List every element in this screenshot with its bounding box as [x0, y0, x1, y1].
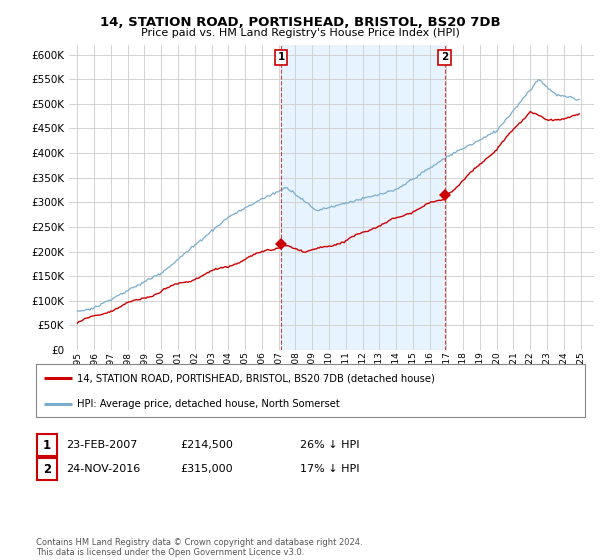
Text: 17% ↓ HPI: 17% ↓ HPI — [300, 464, 359, 474]
Text: 26% ↓ HPI: 26% ↓ HPI — [300, 440, 359, 450]
Text: 1: 1 — [277, 52, 284, 62]
Text: £214,500: £214,500 — [180, 440, 233, 450]
Text: 1: 1 — [43, 438, 51, 452]
Text: HPI: Average price, detached house, North Somerset: HPI: Average price, detached house, Nort… — [77, 399, 340, 409]
Text: 2: 2 — [43, 463, 51, 476]
Text: 14, STATION ROAD, PORTISHEAD, BRISTOL, BS20 7DB (detached house): 14, STATION ROAD, PORTISHEAD, BRISTOL, B… — [77, 374, 435, 384]
Text: Price paid vs. HM Land Registry's House Price Index (HPI): Price paid vs. HM Land Registry's House … — [140, 28, 460, 38]
Text: 24-NOV-2016: 24-NOV-2016 — [66, 464, 140, 474]
Text: 2: 2 — [441, 52, 448, 62]
Text: £315,000: £315,000 — [180, 464, 233, 474]
Text: 14, STATION ROAD, PORTISHEAD, BRISTOL, BS20 7DB: 14, STATION ROAD, PORTISHEAD, BRISTOL, B… — [100, 16, 500, 29]
Text: 23-FEB-2007: 23-FEB-2007 — [66, 440, 137, 450]
Bar — [281, 45, 445, 350]
Text: Contains HM Land Registry data © Crown copyright and database right 2024.
This d: Contains HM Land Registry data © Crown c… — [36, 538, 362, 557]
